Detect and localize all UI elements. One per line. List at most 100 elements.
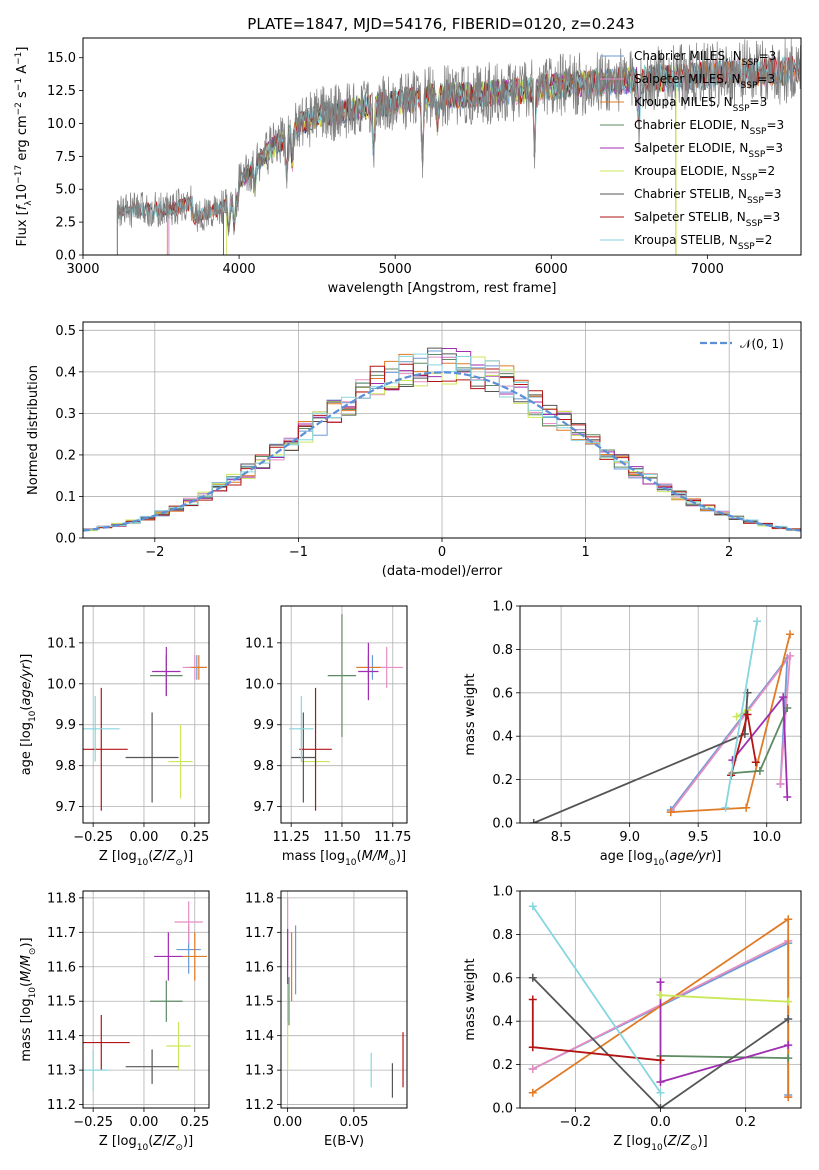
y-axis-label: Flux [fλ10−17 erg cm−2 s−1 A−1]	[14, 47, 34, 247]
x-tick-label: 0.25	[180, 1115, 209, 1130]
figure-title: PLATE=1847, MJD=54176, FIBERID=0120, z=0…	[247, 15, 634, 33]
legend-label: Salpeter ELODIE, NSSP=3	[634, 141, 783, 160]
x-tick-label: 10.0	[752, 830, 781, 845]
y-tick-label: 0.6	[492, 686, 513, 701]
plot-age_vs_Z: −0.25 0.00 0.25 9.7 9.8 9.9 10.0 10.1 Z [log10(Z…	[19, 605, 210, 868]
weight-marker	[721, 803, 730, 812]
weight-marker	[528, 1064, 537, 1073]
y-tick-label: 11.4	[47, 1029, 76, 1044]
grid	[83, 606, 209, 823]
x-tick-label: 2	[725, 545, 733, 560]
plot-area	[529, 617, 795, 823]
x-axis-label: (data-model)/error	[382, 564, 503, 579]
errorbar-point	[125, 1049, 179, 1084]
legend-label: Chabrier STELIB, NSSP=3	[634, 187, 782, 206]
weight-line	[532, 905, 662, 1094]
weight-marker	[666, 808, 675, 817]
y-axis-label: age [log10(age/yr)]	[19, 654, 38, 776]
x-tick-label: 6000	[535, 262, 568, 277]
x-tick-label: 9.5	[688, 830, 709, 845]
y-tick-label: 11.8	[47, 891, 76, 906]
legend-label: Kroupa ELODIE, NSSP=2	[634, 164, 775, 183]
y-tick-label: 9.8	[253, 759, 274, 774]
weight-line	[531, 999, 661, 1062]
x-tick-label: −0.25	[73, 1115, 113, 1130]
x-tick-label: 0	[438, 545, 446, 560]
y-tick-label: 0.0	[55, 532, 76, 547]
grid	[520, 605, 801, 824]
plot-area	[528, 902, 793, 1108]
plot-area	[289, 614, 403, 811]
weight-marker	[784, 1054, 793, 1063]
y-tick-label: 0.0	[55, 249, 76, 264]
weight-marker	[529, 819, 538, 823]
weight-series	[528, 902, 665, 1097]
legend-label: Kroupa MILES, NSSP=3	[634, 95, 767, 114]
errorbar-point	[299, 687, 332, 811]
y-tick-label: 11.5	[47, 995, 76, 1010]
weight-marker	[783, 792, 792, 801]
plot-mass_vs_ebv: 0.00 0.05 11.2 11.3 11.4 11.5 11.6 11.7 11.8 E(B-…	[245, 890, 408, 1149]
legend-label: Salpeter STELIB, NSSP=3	[634, 210, 780, 229]
y-tick-label: 9.9	[55, 718, 76, 733]
plot-weight_vs_age: 8.5 9.0 9.5 10.0 0.0 0.2 0.4 0.6 0.8 1.0 age [log1…	[463, 600, 802, 868]
legend-label: Kroupa STELIB, NSSP=2	[634, 233, 772, 252]
plot-area	[83, 347, 801, 538]
plot-area	[83, 646, 207, 811]
y-tick-label: 0.2	[492, 773, 513, 788]
weight-marker	[786, 630, 795, 639]
weight-line	[660, 1055, 789, 1059]
x-tick-label: 7000	[691, 262, 724, 277]
weight-line	[670, 652, 792, 813]
y-tick-label: 10.0	[47, 677, 76, 692]
y-tick-label: 0.1	[55, 490, 76, 505]
y-tick-label: 0.4	[55, 365, 76, 380]
weight-marker	[528, 1088, 537, 1097]
weight-marker	[656, 1056, 665, 1065]
y-tick-label: 11.7	[245, 926, 274, 941]
y-tick-label: 11.2	[245, 1098, 274, 1113]
x-tick-label: 4000	[223, 262, 256, 277]
weight-series	[528, 995, 665, 1065]
y-tick-label: 11.2	[47, 1098, 76, 1113]
weight-marker	[784, 1041, 793, 1050]
errorbar-point	[83, 696, 120, 762]
x-axis-label: wavelength [Angstrom, rest frame]	[328, 281, 557, 296]
weight-series	[528, 915, 793, 1102]
x-tick-label: 0.2	[735, 1115, 756, 1130]
axes-frame	[82, 321, 802, 539]
legend-label: Chabrier MILES, NSSP=3	[634, 49, 776, 68]
errorbar-point	[154, 932, 183, 981]
legend-label: Chabrier ELODIE, NSSP=3	[634, 118, 784, 137]
y-tick-label: 10.0	[245, 677, 274, 692]
axes-frame	[280, 605, 408, 824]
x-tick-label: 5000	[379, 262, 412, 277]
y-tick-label: 7.5	[55, 150, 76, 165]
y-tick-label: 11.7	[47, 926, 76, 941]
weight-series	[656, 978, 793, 1086]
y-axis-label: mass [log10(M/M⊙)]	[19, 937, 38, 1061]
y-tick-label: 0.4	[492, 1015, 513, 1030]
observed-spectrum-line	[116, 38, 801, 255]
x-tick-label: −0.2	[560, 1115, 592, 1130]
errorbar-point	[150, 980, 183, 1022]
x-tick-label: 3000	[66, 262, 99, 277]
y-tick-label: 0.0	[492, 817, 513, 832]
x-axis-label: mass [log10(M/M⊙)]	[282, 849, 406, 868]
x-tick-label: 9.0	[619, 830, 640, 845]
x-tick-label: −2	[145, 545, 164, 560]
weight-marker	[751, 758, 760, 767]
weight-marker	[656, 978, 665, 987]
plot-spectrum: 3000 4000 5000 6000 7000 0.0 2.5 5.0 7.5 10.0 12.5…	[14, 37, 802, 296]
y-tick-label: 12.5	[47, 84, 76, 99]
y-tick-label: 11.6	[245, 960, 274, 975]
grid	[281, 606, 407, 823]
x-tick-label: 11.75	[374, 830, 411, 845]
errorbar-point	[174, 901, 203, 943]
weight-marker	[528, 973, 537, 982]
weight-marker	[528, 1043, 537, 1052]
weight-marker	[528, 995, 537, 1004]
y-tick-label: 0.5	[55, 324, 76, 339]
x-tick-label: 1	[581, 545, 589, 560]
